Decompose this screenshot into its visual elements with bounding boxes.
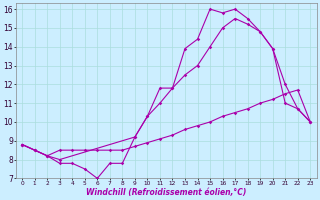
X-axis label: Windchill (Refroidissement éolien,°C): Windchill (Refroidissement éolien,°C) <box>86 188 246 197</box>
